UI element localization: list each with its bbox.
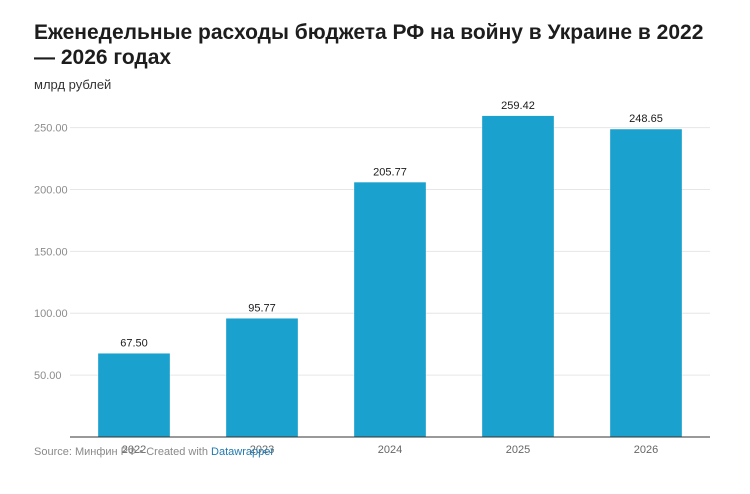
bar (482, 115, 554, 438)
data-label: 248.65 (629, 113, 663, 125)
source-note: Source: Минфин РФ • Created with (34, 446, 212, 458)
bar (610, 129, 682, 437)
footer: Source: Минфин РФ • Created with Datawra… (34, 446, 274, 458)
y-tick-label: 200.00 (34, 184, 68, 196)
x-tick-label: 2023 (250, 444, 274, 456)
axes: 50.00 100.00 150.00 200.00 250.00 2022 2023 202… (34, 123, 710, 456)
datawrapper-link[interactable]: Datawrapper (211, 446, 275, 458)
x-tick-label: 2026 (634, 444, 658, 456)
chart-subtitle: млрд рублей (34, 77, 112, 92)
y-tick-label: 50.00 (34, 370, 62, 382)
x-tick-label: 2025 (506, 444, 530, 456)
data-label: 205.77 (373, 166, 407, 178)
x-tick-label: 2022 (122, 444, 146, 456)
data-label: 95.77 (248, 302, 276, 314)
bar (226, 318, 298, 437)
bar (354, 182, 426, 437)
data-label: 67.50 (120, 337, 148, 349)
bar (98, 353, 170, 437)
y-tick-label: 100.00 (34, 308, 68, 320)
data-label: 259.42 (501, 100, 535, 112)
x-tick-label: 2024 (378, 444, 402, 456)
y-tick-label: 150.00 (34, 246, 68, 258)
bars: 67.50 95.77 205.77 259.42 248.65 (98, 100, 682, 438)
y-tick-label: 250.00 (34, 123, 68, 135)
chart-title: Еженедельные расходы бюджета РФ на войну… (34, 21, 704, 69)
